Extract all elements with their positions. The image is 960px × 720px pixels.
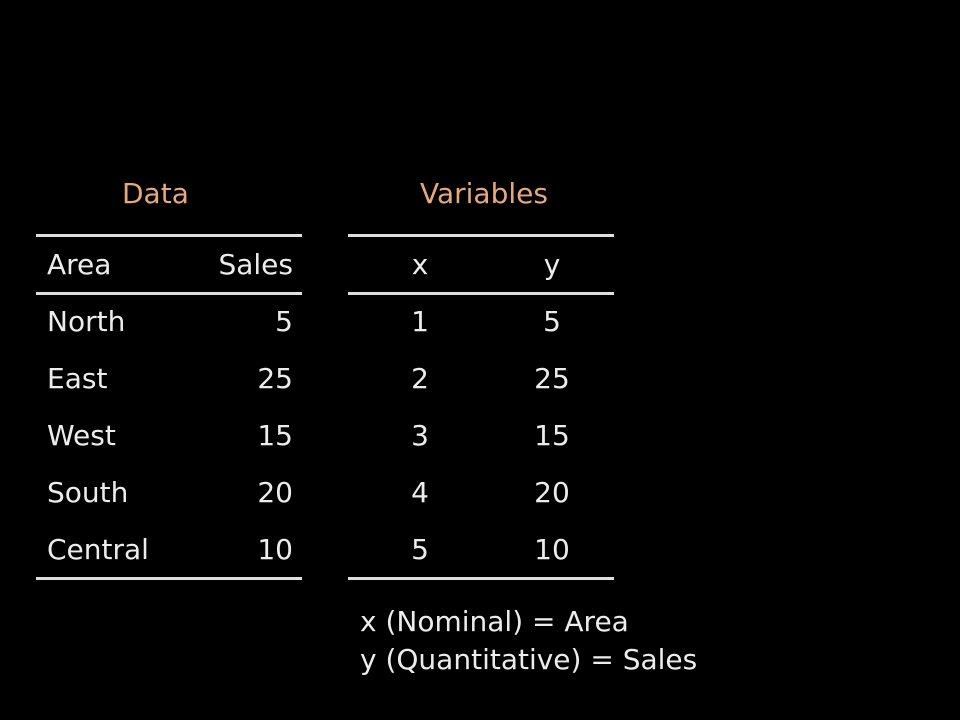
data-row-area: East — [47, 362, 108, 395]
data-row-sales: 10 — [257, 533, 293, 566]
variables-table-bottom-rule — [348, 577, 614, 580]
data-table-top-rule — [36, 234, 302, 237]
data-table-title: Data — [122, 177, 189, 210]
note-y-definition: y (Quantitative) = Sales — [360, 643, 698, 676]
variables-row-x: 5 — [411, 533, 429, 566]
data-row-area: North — [47, 305, 126, 338]
data-table-bottom-rule — [36, 577, 302, 580]
data-table-header-sales: Sales — [218, 248, 293, 281]
data-row-sales: 25 — [257, 362, 293, 395]
variables-row-y: 15 — [534, 419, 570, 452]
data-row-sales: 20 — [257, 476, 293, 509]
data-row-sales: 15 — [257, 419, 293, 452]
data-row-area: Central — [47, 533, 149, 566]
data-row-sales: 5 — [275, 305, 293, 338]
data-row-area: West — [47, 419, 116, 452]
variables-table-header-rule — [348, 292, 614, 295]
variables-table-title: Variables — [420, 177, 548, 210]
variables-row-y: 25 — [534, 362, 570, 395]
variables-row-x: 1 — [411, 305, 429, 338]
data-row-area: South — [47, 476, 129, 509]
variables-table-header-y: y — [543, 248, 561, 281]
variables-row-x: 3 — [411, 419, 429, 452]
variables-table-header-x: x — [411, 248, 429, 281]
note-x-definition: x (Nominal) = Area — [360, 605, 629, 638]
variables-row-x: 4 — [411, 476, 429, 509]
variables-row-y: 5 — [543, 305, 561, 338]
data-table-header-area: Area — [47, 248, 112, 281]
variable-notes: x (Nominal) = Area y (Quantitative) = Sa… — [360, 603, 697, 679]
variables-row-y: 20 — [534, 476, 570, 509]
variables-row-x: 2 — [411, 362, 429, 395]
variables-table-top-rule — [348, 234, 614, 237]
variables-row-y: 10 — [534, 533, 570, 566]
data-table-header-rule — [36, 292, 302, 295]
